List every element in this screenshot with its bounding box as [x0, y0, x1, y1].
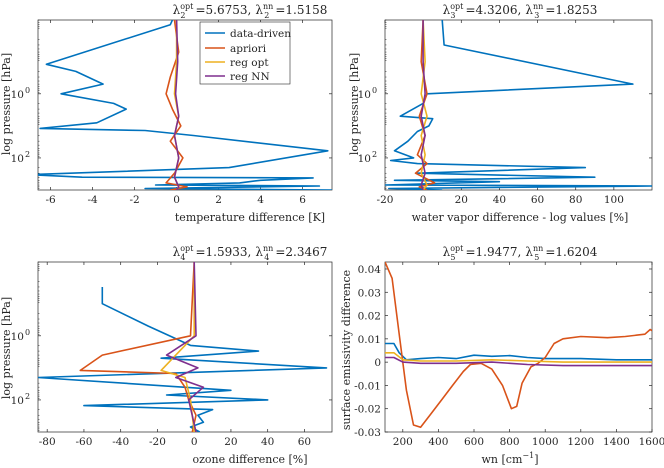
- series-apriori: [79, 262, 197, 432]
- series-reg-nn: [173, 20, 180, 190]
- x-tick-label: -20: [149, 436, 166, 448]
- x-tick-label: 800: [500, 436, 520, 448]
- panel-1-ylabel: log pressure [hPa]: [0, 53, 13, 155]
- x-tick-label: -80: [39, 436, 56, 448]
- x-tick-label: 1400: [603, 436, 630, 448]
- legend-label-apriori: apriori: [230, 43, 267, 55]
- panel-2-xlabel: water vapor difference - log values [%]: [412, 211, 629, 224]
- legend-label-reg-nn: reg NN: [230, 71, 270, 83]
- legend-label-data-driven: data-driven: [230, 28, 291, 40]
- y-tick-label-exponent: 0: [372, 86, 377, 95]
- y-tick-label-exponent: 2: [25, 150, 30, 159]
- axes-box: [37, 19, 333, 191]
- x-tick-label: 100: [604, 194, 624, 206]
- y-tick-label: -0.03: [354, 427, 381, 439]
- panel-4-plot: 200 400 600 800 1000 1200 1400 1600 -0.03 -0.02 -0…: [354, 261, 664, 448]
- x-tick-label: 0: [173, 194, 180, 206]
- panel-3-xlabel: ozone difference [%]: [192, 453, 307, 466]
- panel-emissivity: λopt 5 =1.9477, λnn 5 =1.6204 200 400 600 800 100…: [340, 244, 664, 466]
- series-data-driven: [38, 287, 328, 432]
- panel-3-ylabel: log pressure [hPa]: [0, 297, 13, 399]
- y-tick-label-exponent: 2: [372, 150, 377, 159]
- x-tick-label: 600: [464, 436, 484, 448]
- x-tick-label: 0: [191, 436, 198, 448]
- y-tick-label: 10: [11, 331, 24, 343]
- x-tick-label: 400: [428, 436, 448, 448]
- x-tick-label: 1000: [532, 436, 559, 448]
- legend: data-driven apriori reg opt reg NN: [199, 21, 291, 85]
- x-tick-label: 2: [215, 194, 222, 206]
- y-tick-label-exponent: 0: [25, 328, 30, 337]
- x-tick-label: 40: [261, 436, 274, 448]
- series-reg-opt: [385, 351, 652, 363]
- x-tick-label: 4: [257, 194, 264, 206]
- x-tick-label: 20: [455, 194, 468, 206]
- x-tick-label: 1600: [639, 436, 664, 448]
- panel-temperature: λopt 2 =5.6753, λnn 2 =1.5158 -6 -4 -2 0 2 4 610 010…: [0, 2, 333, 224]
- panel-ozone: λopt 4 =1.5933, λnn 4 =2.3467 -80 -60 -40 -20 0 20…: [0, 244, 333, 466]
- y-tick-label-exponent: 0: [25, 86, 30, 95]
- y-tick-label: 0.04: [358, 264, 382, 276]
- y-tick-label: 10: [358, 153, 371, 165]
- y-tick-label: 10: [11, 153, 24, 165]
- x-tick-label: -20: [377, 194, 394, 206]
- axes-box: [384, 19, 653, 191]
- series-reg-nn: [420, 20, 426, 190]
- y-tick-label: 0.03: [358, 287, 381, 299]
- x-tick-label: 0: [420, 194, 427, 206]
- x-tick-label: 1200: [567, 436, 594, 448]
- y-tick-label: -0.01: [354, 380, 381, 392]
- axes-box: [384, 261, 653, 433]
- axes-box: [37, 261, 333, 433]
- series-data-driven: [385, 342, 652, 361]
- y-tick-label: 0: [374, 357, 381, 369]
- x-tick-label: -6: [45, 194, 56, 206]
- y-tick-label: 0.01: [358, 334, 381, 346]
- panel-1-xlabel: temperature difference [K]: [175, 211, 325, 224]
- series-apriori: [385, 262, 652, 429]
- panel-2-ylabel: log pressure [hPa]: [348, 53, 361, 155]
- panel-water-vapor: λopt 3 =4.3206, λnn 3 =1.8253 -20 0 20 40 60 80 100…: [348, 2, 653, 224]
- series-reg-nn: [165, 262, 205, 432]
- y-tick-label: -0.02: [354, 404, 381, 416]
- x-tick-label: 6: [299, 194, 306, 206]
- x-tick-label: 40: [493, 194, 506, 206]
- panel-1-title: λopt 2 =5.6753, λnn 2 =1.5158: [173, 2, 328, 20]
- x-tick-label: 80: [569, 194, 582, 206]
- y-tick-label: 0.02: [358, 311, 381, 323]
- x-tick-label: -2: [129, 194, 139, 206]
- panel-4-ylabel: surface emissivity difference: [340, 270, 353, 430]
- legend-label-reg-opt: reg opt: [230, 57, 269, 69]
- series-reg-opt: [160, 262, 195, 432]
- x-tick-label: 20: [224, 436, 237, 448]
- series-reg-nn: [385, 356, 652, 367]
- panel-3-title: λopt 4 =1.5933, λnn 4 =2.3467: [173, 244, 328, 262]
- x-tick-label: -4: [87, 194, 98, 206]
- panel-4-title: λopt 5 =1.9477, λnn 5 =1.6204: [443, 244, 598, 262]
- x-tick-label: 60: [531, 194, 544, 206]
- panel-4-xlabel: wn [cm−1]: [482, 451, 539, 466]
- y-tick-label: 10: [11, 395, 24, 407]
- panel-2-title: λopt 3 =4.3206, λnn 3 =1.8253: [443, 2, 598, 20]
- x-tick-label: -40: [112, 436, 129, 448]
- y-tick-label: 10: [11, 89, 24, 101]
- y-tick-label: 10: [358, 89, 371, 101]
- x-tick-label: 60: [298, 436, 311, 448]
- x-tick-label: 200: [393, 436, 413, 448]
- series-data-driven: [38, 20, 332, 190]
- y-tick-label-exponent: 2: [25, 392, 30, 401]
- x-tick-label: -60: [75, 436, 92, 448]
